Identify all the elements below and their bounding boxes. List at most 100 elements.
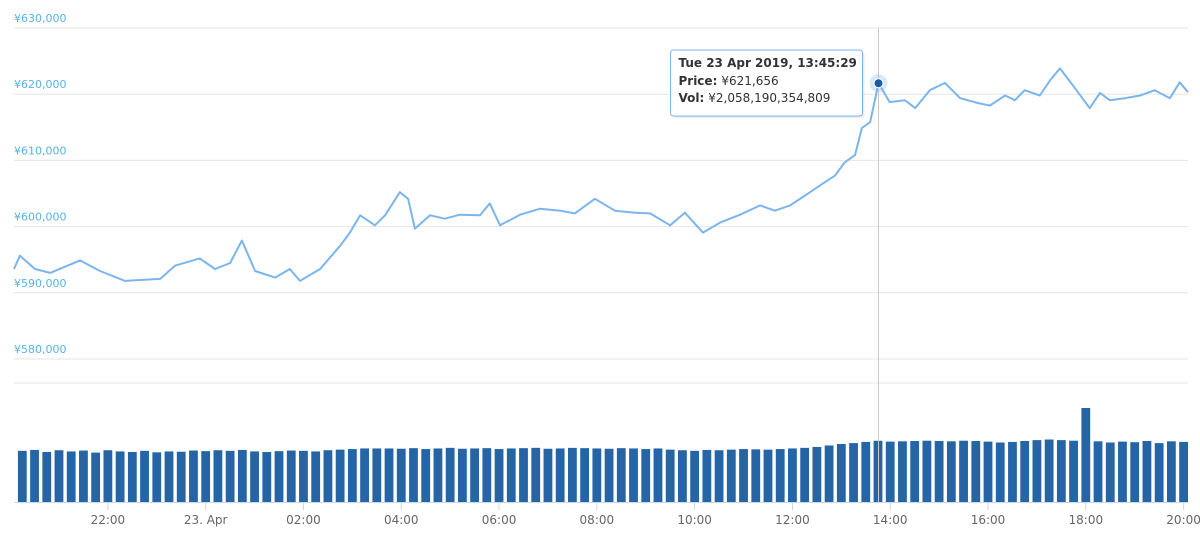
volume-bar bbox=[1154, 443, 1164, 502]
tooltip-label: Price: bbox=[678, 74, 717, 88]
volume-bar bbox=[189, 450, 198, 502]
y-tick-label: ¥580,000 bbox=[14, 343, 67, 356]
volume-bar bbox=[54, 450, 64, 502]
volume-bar bbox=[372, 448, 382, 502]
price-line bbox=[13, 67, 1189, 282]
volume-bar bbox=[127, 452, 137, 502]
volume-bar bbox=[592, 448, 602, 502]
volume-bar bbox=[519, 448, 528, 502]
volume-bar bbox=[641, 449, 651, 502]
volume-bar bbox=[335, 449, 345, 502]
volume-bar bbox=[286, 450, 296, 502]
volume-bar bbox=[898, 441, 907, 502]
volume-bar bbox=[934, 441, 944, 502]
volume-bar bbox=[42, 452, 52, 502]
volume-bar bbox=[788, 448, 797, 502]
tooltip: Tue 23 Apr 2019, 13:45:29 Price: ¥621,656 V… bbox=[669, 49, 865, 118]
volume-bar bbox=[201, 451, 211, 502]
x-tick-label: 18:00 bbox=[1069, 513, 1104, 527]
volume-bar bbox=[1081, 407, 1091, 502]
volume-bar bbox=[409, 448, 418, 502]
volume-bar bbox=[995, 442, 1005, 502]
volume-bar bbox=[274, 451, 284, 502]
volume-bar bbox=[885, 441, 895, 502]
x-tick-label: 22:00 bbox=[91, 513, 126, 527]
x-tick-label: 12:00 bbox=[775, 513, 810, 527]
y-tick-label: ¥610,000 bbox=[14, 144, 67, 157]
y-tick-label: ¥630,000 bbox=[14, 12, 67, 25]
x-tick-label: 16:00 bbox=[971, 513, 1006, 527]
volume-bar bbox=[1142, 441, 1152, 502]
volume-bar bbox=[910, 441, 920, 502]
volume-bar bbox=[1130, 442, 1140, 502]
volume-bar bbox=[812, 446, 822, 502]
volume-bar bbox=[1008, 441, 1017, 502]
volume-bar bbox=[1118, 441, 1127, 502]
volume-bar bbox=[836, 443, 846, 502]
volume-bar bbox=[396, 448, 406, 502]
volume-bar bbox=[861, 441, 871, 502]
x-tick-label: 06:00 bbox=[482, 513, 517, 527]
volume-bar bbox=[800, 447, 810, 502]
volume-bar bbox=[213, 450, 223, 502]
volume-bar bbox=[225, 450, 235, 502]
x-tick-label: 08:00 bbox=[580, 513, 615, 527]
volume-bar bbox=[824, 445, 834, 502]
volume-bar bbox=[1093, 441, 1103, 502]
x-tick-label: 10:00 bbox=[677, 513, 712, 527]
x-tick-label: 04:00 bbox=[384, 513, 419, 527]
volume-bar bbox=[629, 448, 638, 502]
volume-bar bbox=[299, 450, 308, 502]
volume-bar bbox=[262, 452, 272, 502]
volume-bar bbox=[115, 451, 125, 502]
volume-bar bbox=[164, 451, 174, 502]
volume-bar bbox=[103, 450, 113, 502]
volume-bar bbox=[959, 440, 968, 502]
volume-bar bbox=[714, 450, 724, 502]
volume-bar bbox=[580, 448, 590, 502]
volume-bar bbox=[849, 443, 858, 502]
volume-bar bbox=[140, 450, 149, 502]
y-tick-label: ¥620,000 bbox=[14, 78, 67, 91]
volume-bar bbox=[555, 448, 565, 502]
y-tick-label: ¥590,000 bbox=[14, 277, 67, 290]
volume-bar bbox=[653, 448, 663, 502]
volume-bar bbox=[457, 448, 467, 502]
volume-bar bbox=[360, 448, 369, 502]
volume-bar bbox=[763, 449, 773, 502]
volume-bar bbox=[470, 448, 480, 502]
volume-bar bbox=[433, 448, 443, 502]
volume-bar bbox=[751, 449, 761, 502]
tooltip-value: ¥621,656 bbox=[721, 74, 778, 88]
volume-bar bbox=[66, 451, 76, 502]
volume-bar bbox=[604, 448, 614, 502]
volume-bar bbox=[690, 450, 700, 502]
volume-bar bbox=[971, 441, 981, 502]
volume-bar bbox=[1044, 439, 1054, 502]
volume-bar bbox=[1056, 440, 1066, 502]
x-tick-label: 20:00 bbox=[1166, 513, 1200, 527]
volume-bar bbox=[494, 449, 504, 502]
tooltip-label: Vol: bbox=[678, 91, 704, 105]
tooltip-box bbox=[669, 49, 863, 117]
y-tick-label: ¥600,000 bbox=[14, 211, 67, 224]
volume-bar bbox=[323, 450, 333, 502]
volume-bar bbox=[311, 451, 321, 502]
volume-bar bbox=[775, 449, 785, 502]
volume-bar bbox=[445, 447, 455, 502]
volume-bar bbox=[616, 448, 626, 502]
x-tick-label: 02:00 bbox=[286, 513, 321, 527]
volume-bar bbox=[665, 449, 675, 502]
volume-bar bbox=[17, 450, 27, 502]
volume-bar bbox=[1166, 441, 1176, 502]
volume-bar bbox=[922, 440, 932, 502]
volume-bar bbox=[1032, 440, 1042, 502]
volume-bar bbox=[482, 448, 492, 502]
volume-bar bbox=[79, 450, 88, 502]
volume-bar bbox=[237, 449, 247, 502]
tooltip-value: ¥2,058,190,354,809 bbox=[708, 91, 830, 105]
volume-bar bbox=[384, 448, 394, 502]
volume-bar bbox=[421, 449, 431, 502]
volume-bar bbox=[702, 449, 712, 502]
